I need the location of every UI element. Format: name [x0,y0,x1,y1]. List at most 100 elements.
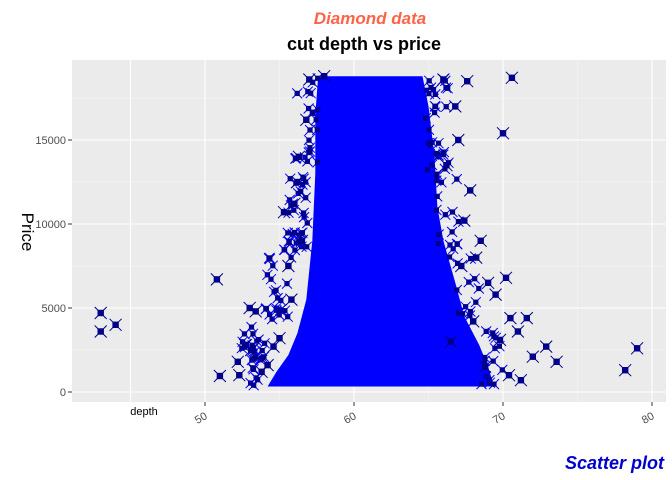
outlier-point [539,340,553,353]
point-box [447,338,455,345]
edge-point [423,124,435,136]
point-box [523,314,530,322]
x-tick-label: 80 [640,410,657,427]
outlier-point [489,288,502,301]
point-box [288,296,295,303]
edge-box [299,230,305,236]
edge-point [423,88,435,99]
point-box [242,341,249,349]
edge-point [250,351,261,363]
edge-box [273,287,279,293]
edge-box [251,382,257,388]
edge-point [439,209,451,221]
point-box [484,279,492,286]
edge-box [248,324,255,330]
edge-box [314,159,321,165]
point-box [285,262,292,270]
point-box [529,353,536,360]
x-tick-label: 60 [342,410,359,427]
edge-box [305,89,311,95]
edge-box [438,179,444,185]
edge-box [454,241,460,247]
outlier-point [210,273,224,286]
edge-box [275,295,281,301]
point-box [234,358,241,365]
edge-point [451,238,463,250]
edge-box [432,103,438,109]
edge-box [482,354,488,361]
edge-point [437,149,449,160]
edge-point [442,82,454,94]
x-tick-label: 50 [193,410,210,427]
edge-box [455,260,461,266]
edge-box [282,308,288,314]
point-box [443,162,450,169]
outlier-point [511,325,525,338]
edge-box [263,305,269,312]
edge-box [286,239,292,245]
x-axis-label: depth [130,406,158,418]
edge-box [454,176,460,182]
chart-caption: Scatter plot [565,453,665,473]
edge-box [499,367,505,373]
edge-point [440,101,452,113]
edge-box [292,229,298,236]
outlier-point [299,113,313,127]
edge-point [303,134,315,146]
outlier-point [618,363,632,377]
edge-box [455,219,461,225]
edge-point [289,227,301,238]
edge-point [297,227,308,239]
point-box [507,314,514,322]
point-box [97,309,104,317]
point-box [112,321,119,328]
outlier-point [448,100,462,113]
edge-point [295,186,307,197]
edge-point [420,112,432,124]
edge-box [252,349,258,355]
outlier-point [288,197,301,211]
edge-box [308,90,314,96]
point-box [236,372,243,379]
edge-point [447,206,458,218]
edge-box [315,107,321,113]
outlier-point [317,69,331,83]
edge-box [468,255,474,262]
edge-box [435,154,441,160]
edge-box [434,171,440,177]
edge-point [423,75,435,87]
point-box [216,372,224,380]
edge-box [314,127,320,133]
edge-point [476,378,487,390]
edge-point [487,355,499,367]
edge-point [479,352,491,363]
edge-point [301,217,313,229]
point-box [477,237,484,244]
edge-point [247,328,259,340]
edge-point [465,306,476,317]
edge-box [426,127,432,133]
edge-box [288,254,294,261]
outlier-point [291,175,304,189]
edge-box [455,309,462,316]
point-box [502,274,510,281]
point-box [461,217,468,224]
edge-box [291,207,297,213]
outlier-point [440,158,453,172]
edge-box [256,337,262,343]
edge-box [442,166,448,172]
chart-title: cut depth vs price [287,34,441,54]
point-box [97,328,104,335]
edge-box [433,150,439,157]
edge-box [490,330,496,336]
point-box [467,187,474,194]
edge-box [443,104,449,110]
outlier-point [267,340,280,353]
y-tick-label: 15000 [35,135,66,147]
outlier-point [261,358,274,372]
outlier-point [504,311,517,325]
point-box [633,345,641,352]
point-box [276,335,283,342]
edge-point [252,374,263,386]
outlier-point [277,205,291,219]
